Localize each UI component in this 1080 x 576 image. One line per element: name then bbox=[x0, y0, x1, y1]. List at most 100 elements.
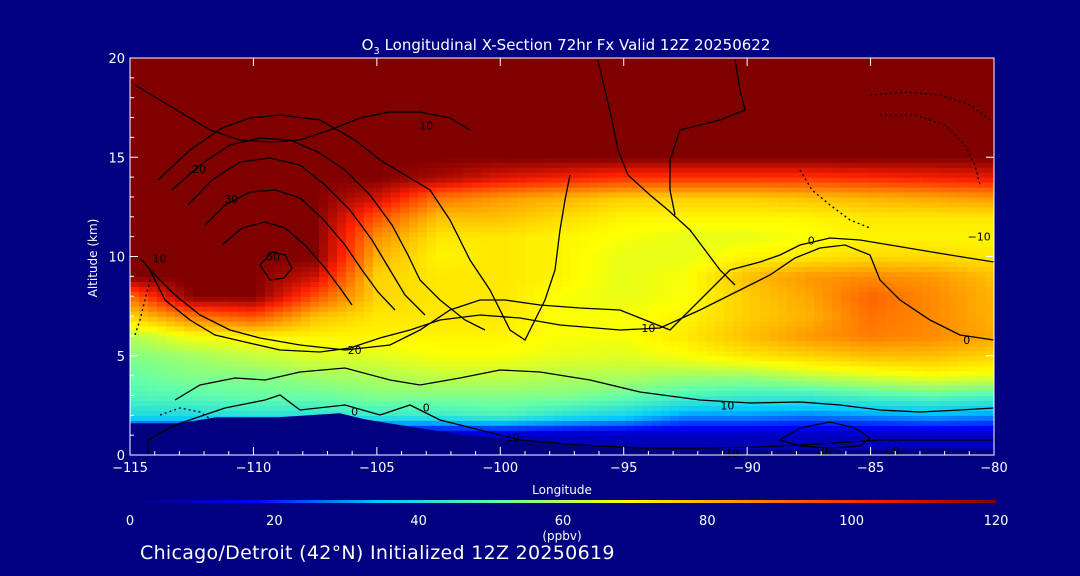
heatmap-cell bbox=[589, 271, 599, 277]
heatmap-cell bbox=[625, 211, 635, 218]
heatmap-cell bbox=[571, 440, 581, 446]
heatmap-cell bbox=[697, 360, 707, 367]
heatmap-cell bbox=[814, 365, 824, 372]
heatmap-cell bbox=[364, 321, 374, 327]
heatmap-cell bbox=[130, 420, 140, 426]
heatmap-cell bbox=[382, 365, 392, 372]
heatmap-cell bbox=[463, 400, 473, 406]
heatmap-cell bbox=[508, 236, 518, 243]
heatmap-cell bbox=[229, 311, 239, 317]
heatmap-cell bbox=[202, 330, 212, 337]
heatmap-cell bbox=[670, 251, 680, 258]
heatmap-cell bbox=[589, 246, 599, 253]
heatmap-cell bbox=[760, 340, 770, 347]
heatmap-cell bbox=[886, 251, 896, 258]
heatmap-cell bbox=[931, 340, 941, 347]
heatmap-cell bbox=[400, 286, 410, 292]
heatmap-cell bbox=[184, 410, 194, 416]
heatmap-cell bbox=[985, 281, 994, 287]
heatmap-cell bbox=[877, 380, 887, 387]
heatmap-cell bbox=[652, 286, 662, 292]
heatmap-cell bbox=[373, 385, 383, 392]
heatmap-cell bbox=[517, 380, 527, 387]
heatmap-cell bbox=[310, 306, 320, 312]
heatmap-cell bbox=[265, 286, 275, 292]
heatmap-cell bbox=[868, 430, 878, 436]
heatmap-cell bbox=[409, 206, 419, 213]
heatmap-cell bbox=[985, 271, 994, 277]
heatmap-cell bbox=[400, 380, 410, 387]
heatmap-cell bbox=[472, 256, 482, 263]
heatmap-cell bbox=[976, 340, 986, 347]
heatmap-cell bbox=[805, 375, 815, 382]
heatmap-cell bbox=[922, 365, 932, 372]
heatmap-cell bbox=[157, 306, 167, 312]
heatmap-cell bbox=[769, 206, 779, 213]
heatmap-cell bbox=[238, 231, 248, 238]
heatmap-cell bbox=[949, 246, 959, 253]
heatmap-cell bbox=[823, 196, 833, 203]
heatmap-cell bbox=[346, 365, 356, 372]
heatmap-cell bbox=[544, 385, 554, 392]
heatmap-cell bbox=[400, 306, 410, 312]
heatmap-cell bbox=[751, 266, 761, 272]
heatmap-cell bbox=[553, 345, 563, 352]
heatmap-cell bbox=[868, 395, 878, 402]
heatmap-cell bbox=[202, 365, 212, 372]
heatmap-cell bbox=[418, 266, 428, 272]
heatmap-cell bbox=[436, 400, 446, 406]
heatmap-cell bbox=[472, 226, 482, 233]
heatmap-cell bbox=[769, 415, 779, 421]
heatmap-cell bbox=[805, 236, 815, 243]
heatmap-cell bbox=[841, 256, 851, 263]
heatmap-cell bbox=[301, 246, 311, 253]
heatmap-cell bbox=[553, 430, 563, 436]
heatmap-cell bbox=[967, 350, 977, 357]
heatmap-cell bbox=[913, 241, 923, 248]
heatmap-cell bbox=[859, 325, 869, 332]
heatmap-cell bbox=[661, 321, 671, 327]
heatmap-cell bbox=[643, 316, 653, 322]
heatmap-cell bbox=[481, 266, 491, 272]
heatmap-cell bbox=[130, 405, 140, 411]
heatmap-cell bbox=[913, 226, 923, 233]
heatmap-cell bbox=[427, 420, 437, 426]
heatmap-cell bbox=[490, 365, 500, 372]
heatmap-cell bbox=[382, 355, 392, 362]
heatmap-cell bbox=[400, 390, 410, 397]
heatmap-cell bbox=[823, 380, 833, 387]
heatmap-cell bbox=[301, 345, 311, 352]
heatmap-cell bbox=[760, 231, 770, 238]
heatmap-cell bbox=[580, 231, 590, 238]
heatmap-cell bbox=[184, 246, 194, 253]
heatmap-cell bbox=[796, 306, 806, 312]
heatmap-cell bbox=[139, 365, 149, 372]
heatmap-cell bbox=[337, 375, 347, 382]
heatmap-cell bbox=[823, 261, 833, 268]
heatmap-cell bbox=[625, 241, 635, 248]
heatmap-cell bbox=[490, 226, 500, 233]
heatmap-cell bbox=[643, 400, 653, 406]
heatmap-cell bbox=[742, 291, 752, 297]
heatmap-cell bbox=[337, 231, 347, 238]
heatmap-cell bbox=[490, 420, 500, 426]
heatmap-cell bbox=[184, 400, 194, 406]
heatmap-cell bbox=[760, 385, 770, 392]
heatmap-cell bbox=[553, 395, 563, 402]
heatmap-cell bbox=[562, 266, 572, 272]
heatmap-cell bbox=[238, 345, 248, 352]
heatmap-cell bbox=[751, 410, 761, 416]
heatmap-cell bbox=[967, 281, 977, 287]
heatmap-cell bbox=[382, 216, 392, 223]
heatmap-cell bbox=[967, 330, 977, 337]
heatmap-cell bbox=[247, 360, 257, 367]
heatmap-cell bbox=[301, 221, 311, 228]
heatmap-cell bbox=[778, 330, 788, 337]
heatmap-cell bbox=[751, 281, 761, 287]
heatmap-cell bbox=[517, 355, 527, 362]
heatmap-cell bbox=[643, 211, 653, 218]
heatmap-cell bbox=[139, 216, 149, 223]
heatmap-cell bbox=[922, 340, 932, 347]
heatmap-cell bbox=[967, 256, 977, 263]
heatmap-cell bbox=[346, 410, 356, 416]
